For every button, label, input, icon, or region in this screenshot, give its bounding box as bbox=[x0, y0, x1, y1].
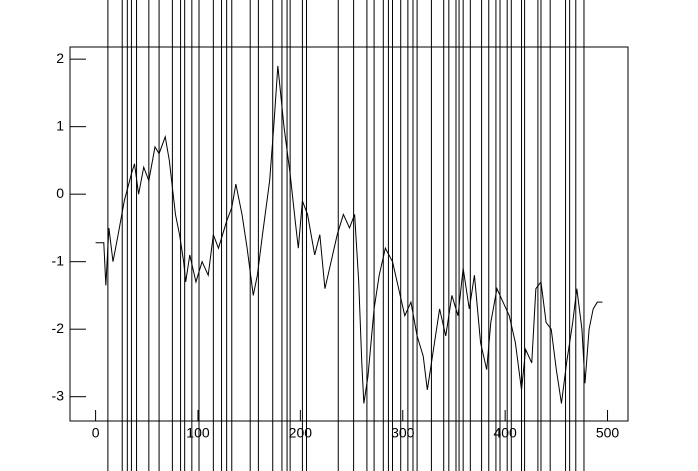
x-tick-label: 300 bbox=[391, 425, 415, 441]
frame bbox=[69, 46, 629, 422]
x-tick-label: 200 bbox=[289, 425, 313, 441]
x-tick-label: 0 bbox=[92, 425, 100, 441]
x-tick-label: 500 bbox=[596, 425, 620, 441]
x-tick-label: 400 bbox=[493, 425, 517, 441]
data-line bbox=[95, 65, 603, 404]
y-tick-label: -3 bbox=[52, 387, 65, 403]
x-tick-label: 100 bbox=[186, 425, 210, 441]
y-tick-label: 1 bbox=[56, 117, 64, 133]
y-tick-label: -2 bbox=[52, 320, 65, 336]
y-tick-label: 0 bbox=[56, 185, 64, 201]
y-tick-label: 2 bbox=[56, 50, 64, 66]
y-tick-label: -1 bbox=[52, 252, 65, 268]
